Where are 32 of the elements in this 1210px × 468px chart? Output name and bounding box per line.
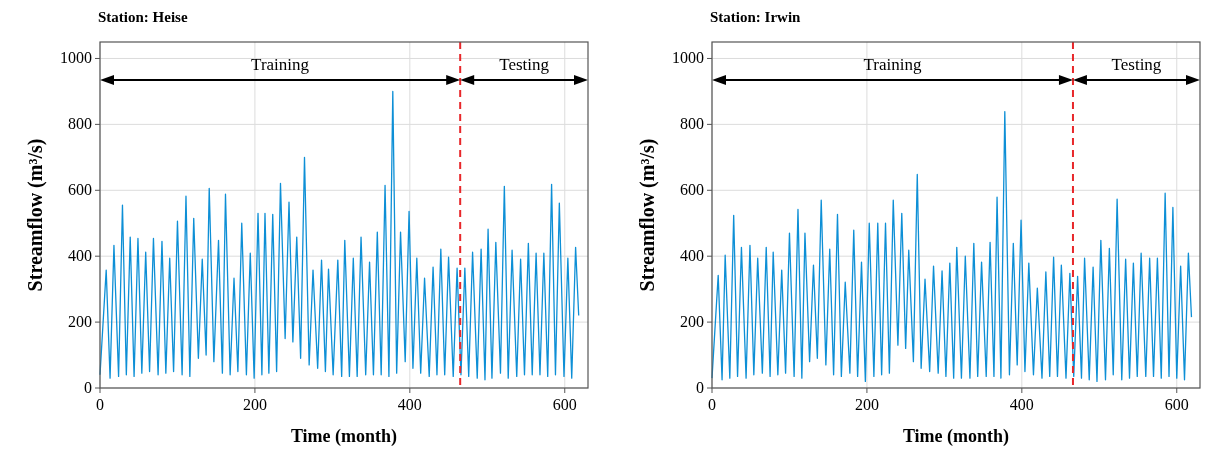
y-tick-label: 200 — [680, 313, 704, 331]
x-tick-label: 200 — [242, 396, 267, 413]
x-tick-label: 600 — [552, 396, 577, 413]
x-tick-label: 0 — [96, 396, 104, 413]
x-tick-label: 0 — [708, 396, 716, 413]
y-tick-label: 400 — [680, 247, 704, 265]
x-axis-title: Time (month) — [290, 426, 398, 447]
x-tick-label: 200 — [854, 396, 879, 413]
y-tick-label: 0 — [696, 379, 704, 396]
x-axis-title: Time (month) — [902, 426, 1010, 447]
y-axis-title: Streamflow (m³/s) — [24, 138, 47, 292]
x-tick-label: 400 — [397, 396, 422, 413]
x-tick-label: 400 — [1009, 396, 1034, 413]
y-tick-label: 0 — [84, 379, 92, 396]
chart-title: Station: Irwin — [710, 9, 802, 25]
y-tick-label: 200 — [68, 313, 92, 331]
y-tick-label: 800 — [68, 115, 92, 133]
chart-title: Station: Heise — [98, 9, 188, 25]
y-tick-label: 1000 — [60, 49, 92, 67]
annotation: Testing — [499, 54, 550, 74]
line-series — [711, 110, 1193, 383]
x-tick-label: 600 — [1164, 396, 1189, 413]
annotation: Training — [251, 54, 310, 74]
y-tick-label: 1000 — [672, 49, 704, 67]
y-axis-title: Streamflow (m³/s) — [636, 138, 659, 292]
y-tick-label: 600 — [680, 181, 704, 199]
line-series — [99, 90, 580, 381]
y-tick-label: 400 — [68, 247, 92, 265]
annotation: Testing — [1111, 54, 1162, 74]
y-tick-label: 800 — [680, 115, 704, 133]
y-tick-label: 600 — [68, 181, 92, 199]
annotation: Training — [863, 54, 922, 74]
